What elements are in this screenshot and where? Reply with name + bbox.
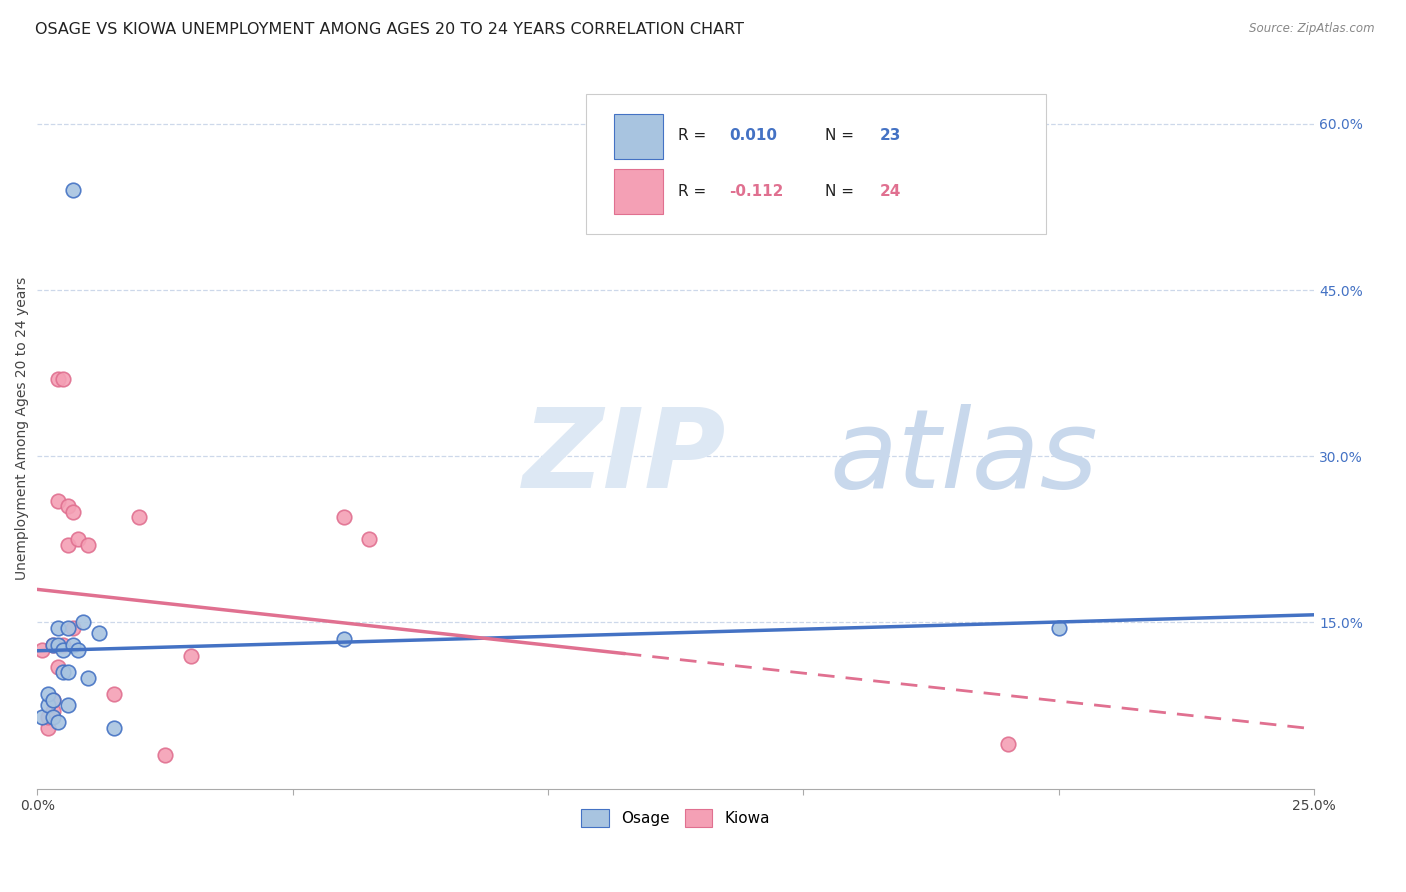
Point xyxy=(997,737,1019,751)
Point xyxy=(333,632,356,646)
Point xyxy=(37,687,59,701)
Point xyxy=(62,621,84,635)
Point xyxy=(67,643,90,657)
Point xyxy=(46,621,69,635)
Point xyxy=(77,671,100,685)
Legend: Osage, Kiowa: Osage, Kiowa xyxy=(574,801,778,835)
Point xyxy=(46,372,69,386)
Point xyxy=(359,533,381,547)
Point xyxy=(180,648,202,663)
Point xyxy=(62,638,84,652)
Text: N =: N = xyxy=(825,128,859,143)
Text: 0.010: 0.010 xyxy=(730,128,778,143)
FancyBboxPatch shape xyxy=(614,114,664,159)
Point xyxy=(67,533,90,547)
Point xyxy=(128,510,150,524)
Text: ZIP: ZIP xyxy=(523,404,725,511)
Point xyxy=(333,510,356,524)
Text: -0.112: -0.112 xyxy=(730,184,783,199)
Point xyxy=(31,709,53,723)
Point xyxy=(56,698,79,713)
Point xyxy=(41,704,63,718)
Point xyxy=(46,714,69,729)
Point xyxy=(41,638,63,652)
Point xyxy=(46,659,69,673)
Point xyxy=(56,499,79,513)
Point xyxy=(41,693,63,707)
Point xyxy=(56,538,79,552)
Point xyxy=(77,538,100,552)
Point xyxy=(56,665,79,680)
Point xyxy=(41,693,63,707)
Text: 24: 24 xyxy=(880,184,901,199)
Point xyxy=(103,687,125,701)
Point xyxy=(41,638,63,652)
Point xyxy=(31,643,53,657)
Point xyxy=(46,493,69,508)
Text: atlas: atlas xyxy=(830,404,1098,511)
Point xyxy=(87,626,110,640)
Point xyxy=(62,505,84,519)
Text: N =: N = xyxy=(825,184,859,199)
Point xyxy=(37,709,59,723)
Text: R =: R = xyxy=(678,184,711,199)
Point xyxy=(46,638,69,652)
Point xyxy=(1047,621,1070,635)
Text: 23: 23 xyxy=(880,128,901,143)
Text: Source: ZipAtlas.com: Source: ZipAtlas.com xyxy=(1250,22,1375,36)
Point xyxy=(103,721,125,735)
Point xyxy=(41,709,63,723)
Point xyxy=(52,372,75,386)
Y-axis label: Unemployment Among Ages 20 to 24 years: Unemployment Among Ages 20 to 24 years xyxy=(15,277,30,580)
Point xyxy=(62,183,84,197)
Text: OSAGE VS KIOWA UNEMPLOYMENT AMONG AGES 20 TO 24 YEARS CORRELATION CHART: OSAGE VS KIOWA UNEMPLOYMENT AMONG AGES 2… xyxy=(35,22,744,37)
FancyBboxPatch shape xyxy=(614,169,664,214)
Point xyxy=(52,638,75,652)
Point xyxy=(56,621,79,635)
Point xyxy=(37,698,59,713)
Point xyxy=(52,643,75,657)
Text: R =: R = xyxy=(678,128,711,143)
Point xyxy=(72,615,94,630)
FancyBboxPatch shape xyxy=(586,94,1046,234)
Point xyxy=(153,748,176,763)
Point xyxy=(37,721,59,735)
Point xyxy=(52,665,75,680)
